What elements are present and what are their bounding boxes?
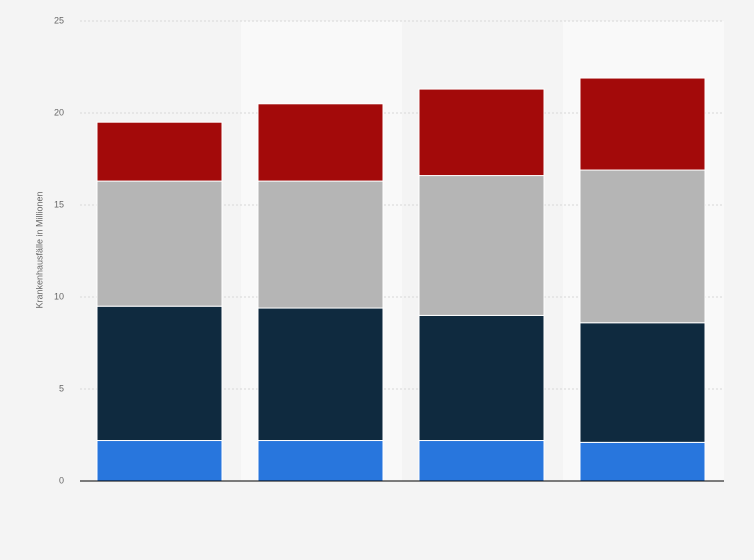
bar-segment: [257, 307, 384, 442]
y-tick-label: 0: [59, 475, 64, 485]
bar-segment: [579, 169, 706, 324]
bar-segment: [579, 322, 706, 443]
y-tick-label: 20: [54, 107, 64, 117]
bar-segment: [418, 88, 545, 177]
bar-segment: [418, 314, 545, 442]
bar-segment: [418, 440, 545, 482]
y-tick-label: 15: [54, 199, 64, 209]
bar-segment: [418, 175, 545, 316]
bar-segment: [96, 440, 223, 482]
bar-segment: [257, 180, 384, 309]
bar-segment: [257, 440, 384, 482]
bar-segment: [96, 305, 223, 442]
y-tick-label: 10: [54, 291, 64, 301]
bar-segment: [96, 121, 223, 182]
y-tick-label: 5: [59, 383, 64, 393]
y-axis-label: Krankenhausfälle in Millionen: [34, 191, 44, 308]
bar-segment: [257, 103, 384, 182]
bar-segment: [579, 441, 706, 482]
bar-segment: [579, 77, 706, 171]
y-tick-label: 25: [54, 15, 64, 25]
bar-segment: [96, 180, 223, 307]
